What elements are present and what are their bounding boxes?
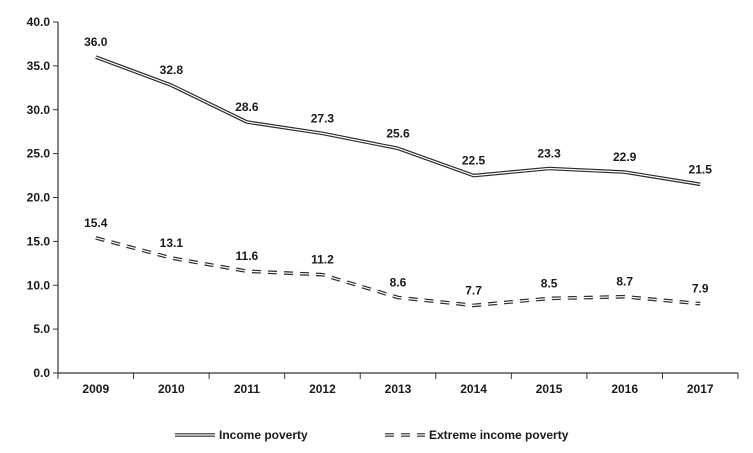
y-tick-label: 35.0 [27,59,51,73]
x-tick-label: 2016 [611,382,638,396]
extreme-income-poverty-data-label: 11.2 [311,253,334,267]
y-tick-label: 10.0 [27,278,51,292]
income-poverty-data-label: 36.0 [84,35,108,49]
legend-item-income-poverty: Income poverty [175,428,308,442]
y-tick-label: 30.0 [27,103,51,117]
x-axis: 2009 2010 2011 2012 2013 2014 2015 2016 2017 [57,372,739,396]
legend-label: Income poverty [219,428,308,442]
income-poverty-data-label: 22.9 [613,150,637,164]
y-tick-label: 40.0 [27,15,51,29]
extreme-income-poverty-data-label: 13.1 [160,236,184,250]
y-tick-label: 25.0 [27,147,51,161]
data-labels: 36.0 32.8 28.6 27.3 25.6 22.5 23.3 22.9 21.5 15.4… [84,35,712,297]
income-poverty-data-label: 23.3 [537,147,561,161]
extreme-income-poverty-data-label: 8.7 [616,275,633,289]
extreme-income-poverty-line-inner [95,237,701,306]
income-poverty-line-inner [95,56,701,185]
extreme-income-poverty-data-label: 7.9 [692,282,709,296]
extreme-income-poverty-data-label: 7.7 [465,283,482,297]
income-poverty-data-label: 32.8 [160,63,184,77]
x-tick-label: 2015 [536,382,563,396]
x-tick-label: 2012 [309,382,336,396]
extreme-income-poverty-data-label: 8.5 [541,276,558,290]
x-tick-label: 2013 [385,382,412,396]
income-poverty-data-label: 25.6 [386,126,410,140]
x-tick-label: 2017 [687,382,714,396]
y-tick-label: 0.0 [33,366,50,380]
income-poverty-line [95,55,701,187]
extreme-income-poverty-data-label: 8.6 [390,276,407,290]
extreme-income-poverty-line [95,236,701,308]
income-poverty-data-label: 22.5 [462,154,486,168]
x-tick-label: 2009 [82,382,109,396]
income-poverty-data-label: 27.3 [311,111,335,125]
y-tick-label: 5.0 [33,322,50,336]
legend: Income poverty Extreme income poverty [175,428,569,442]
x-tick-label: 2014 [460,382,487,396]
extreme-income-poverty-data-label: 11.6 [236,249,259,263]
legend-label: Extreme income poverty [429,428,569,442]
x-tick-label: 2011 [234,382,260,396]
y-tick-label: 15.0 [27,234,51,248]
legend-item-extreme-income-poverty: Extreme income poverty [385,428,569,442]
x-tick-label: 2010 [158,382,185,396]
series-layer [95,55,701,308]
y-axis: 0.0 5.0 10.0 15.0 20.0 25.0 30.0 35.0 40.0 [27,15,59,380]
y-tick-label: 20.0 [27,191,51,205]
extreme-income-poverty-data-label: 15.4 [84,216,108,230]
income-poverty-data-label: 28.6 [235,100,259,114]
income-poverty-data-label: 21.5 [689,162,713,176]
